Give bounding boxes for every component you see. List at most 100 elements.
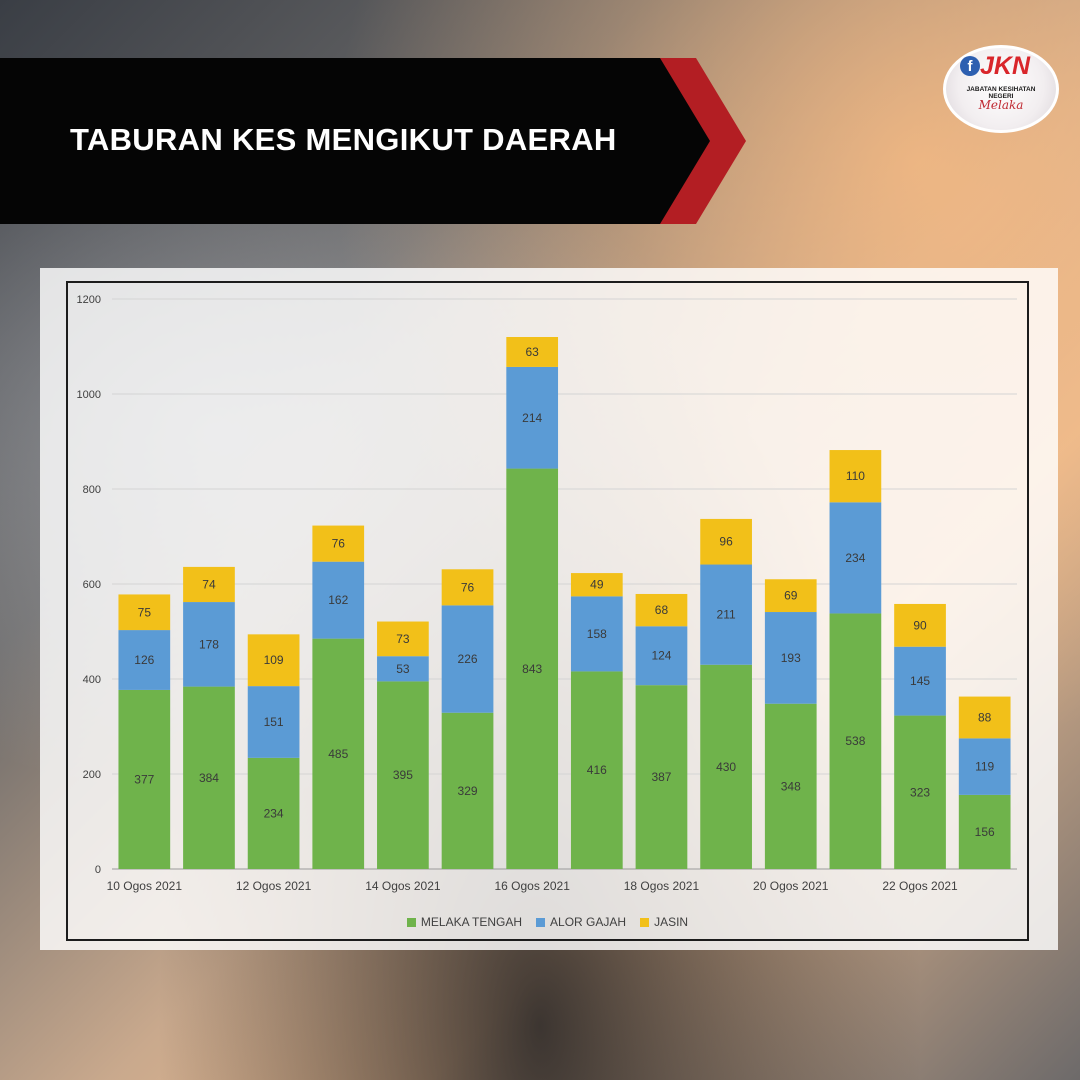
x-tick-label: 12 Ogos 2021 <box>236 879 312 893</box>
bar-segment <box>312 638 365 869</box>
bar-segment <box>118 630 171 690</box>
data-label: 68 <box>655 603 669 617</box>
legend-swatch <box>536 917 546 927</box>
data-label: 416 <box>587 763 607 777</box>
bar-segment <box>312 561 365 639</box>
legend-label: MELAKA TENGAH <box>420 915 523 929</box>
y-tick-label: 400 <box>83 674 101 686</box>
bar-segment <box>506 337 559 367</box>
legend-item: JASIN <box>640 915 688 929</box>
data-label: 162 <box>328 593 348 607</box>
bar-segment <box>635 685 688 869</box>
data-label: 156 <box>975 825 995 839</box>
bar-segment <box>118 689 171 869</box>
data-label: 76 <box>461 580 475 594</box>
data-label: 430 <box>716 760 736 774</box>
bar-segment <box>700 664 752 869</box>
bar-segment <box>312 525 365 562</box>
bar-segment <box>441 712 494 869</box>
data-label: 843 <box>522 662 542 676</box>
y-tick-label: 600 <box>83 579 101 591</box>
bar-segment <box>958 794 1011 869</box>
data-label: 151 <box>264 715 284 729</box>
legend-item: MELAKA TENGAH <box>406 915 523 929</box>
data-label: 387 <box>651 770 671 784</box>
data-label: 75 <box>138 605 152 619</box>
bar-segment <box>183 602 235 687</box>
bar-segment <box>377 681 429 869</box>
logo-subtitle: JABATAN KESIHATAN NEGERI <box>966 86 1036 100</box>
bar-segment <box>958 696 1011 739</box>
data-label: 76 <box>332 537 346 551</box>
bar-segment <box>183 566 235 603</box>
data-label: 178 <box>199 637 219 651</box>
data-label: 119 <box>975 760 994 774</box>
data-label: 49 <box>590 578 604 592</box>
data-label: 384 <box>199 771 219 785</box>
legend-label: JASIN <box>654 915 689 929</box>
y-tick-label: 800 <box>83 484 101 496</box>
logo-script: Melaka <box>978 98 1024 112</box>
bar-segment <box>506 366 559 469</box>
data-label: 74 <box>202 577 216 591</box>
bar-segment <box>441 605 494 713</box>
data-label: 126 <box>134 653 154 667</box>
legend-swatch <box>406 917 416 927</box>
x-tick-label: 14 Ogos 2021 <box>365 879 441 893</box>
bar-segment <box>183 686 235 869</box>
bar-segment <box>247 686 300 758</box>
jkn-logo: f JKN JABATAN KESIHATAN NEGERI Melaka <box>943 45 1059 133</box>
data-label: 63 <box>525 345 539 359</box>
x-tick-label: 18 Ogos 2021 <box>624 879 700 893</box>
x-tick-label: 10 Ogos 2021 <box>107 879 183 893</box>
bar-segment <box>829 450 882 503</box>
legend-item: ALOR GAJAH <box>536 915 626 929</box>
data-label: 69 <box>784 589 798 603</box>
banner-arrow <box>656 58 746 224</box>
facebook-icon: f <box>960 56 980 76</box>
bar-segment <box>829 613 882 869</box>
data-label: 348 <box>781 779 801 793</box>
legend-label: ALOR GAJAH <box>550 915 627 929</box>
bar-segment <box>700 564 752 665</box>
data-label: 88 <box>978 710 992 724</box>
bar-segment <box>894 603 946 647</box>
bar-segment <box>635 626 688 686</box>
bar-segment <box>441 569 494 606</box>
bar-segment <box>764 612 817 704</box>
y-tick-label: 1000 <box>77 389 101 401</box>
bar-segment <box>570 671 623 869</box>
bar-segment <box>570 596 623 672</box>
data-label: 329 <box>458 784 478 798</box>
data-label: 158 <box>587 627 607 641</box>
data-label: 73 <box>396 632 410 646</box>
page-title: TABURAN KES MENGIKUT DAERAH <box>70 122 617 157</box>
x-tick-label: 22 Ogos 2021 <box>882 879 958 893</box>
bar-segment <box>506 468 559 869</box>
bar-segment <box>764 579 817 613</box>
data-label: 214 <box>522 411 542 425</box>
data-label: 211 <box>717 608 736 622</box>
chart-frame <box>66 281 1029 941</box>
bar-segment <box>764 703 817 869</box>
data-label: 395 <box>393 768 413 782</box>
y-tick-label: 0 <box>95 864 101 876</box>
data-label: 234 <box>845 551 865 565</box>
data-label: 193 <box>781 651 801 665</box>
data-label: 226 <box>458 652 478 666</box>
data-label: 109 <box>264 653 284 667</box>
bar-segment <box>247 757 300 869</box>
data-label: 377 <box>134 772 154 786</box>
data-label: 90 <box>913 618 927 632</box>
data-label: 124 <box>651 649 671 663</box>
data-label: 145 <box>910 674 930 688</box>
bar-segment <box>829 502 882 614</box>
bar-segment <box>570 573 623 597</box>
bar-segment <box>377 621 429 657</box>
bar-segment <box>118 594 171 631</box>
bar-segment <box>958 738 1011 795</box>
title-banner <box>0 58 660 224</box>
y-tick-label: 200 <box>83 769 101 781</box>
x-tick-label: 20 Ogos 2021 <box>753 879 829 893</box>
